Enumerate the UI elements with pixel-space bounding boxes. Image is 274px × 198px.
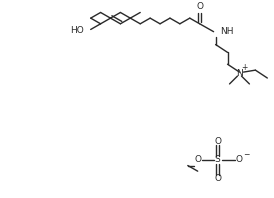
Text: O: O [236, 155, 243, 164]
Text: O: O [194, 155, 201, 164]
Text: −: − [243, 150, 250, 159]
Text: HO: HO [70, 26, 84, 35]
Text: O: O [196, 2, 203, 10]
Text: S: S [215, 155, 221, 164]
Text: O: O [214, 137, 221, 146]
Text: O: O [214, 174, 221, 183]
Text: NH: NH [221, 27, 234, 36]
Text: +: + [241, 63, 248, 72]
Text: N: N [236, 69, 243, 78]
